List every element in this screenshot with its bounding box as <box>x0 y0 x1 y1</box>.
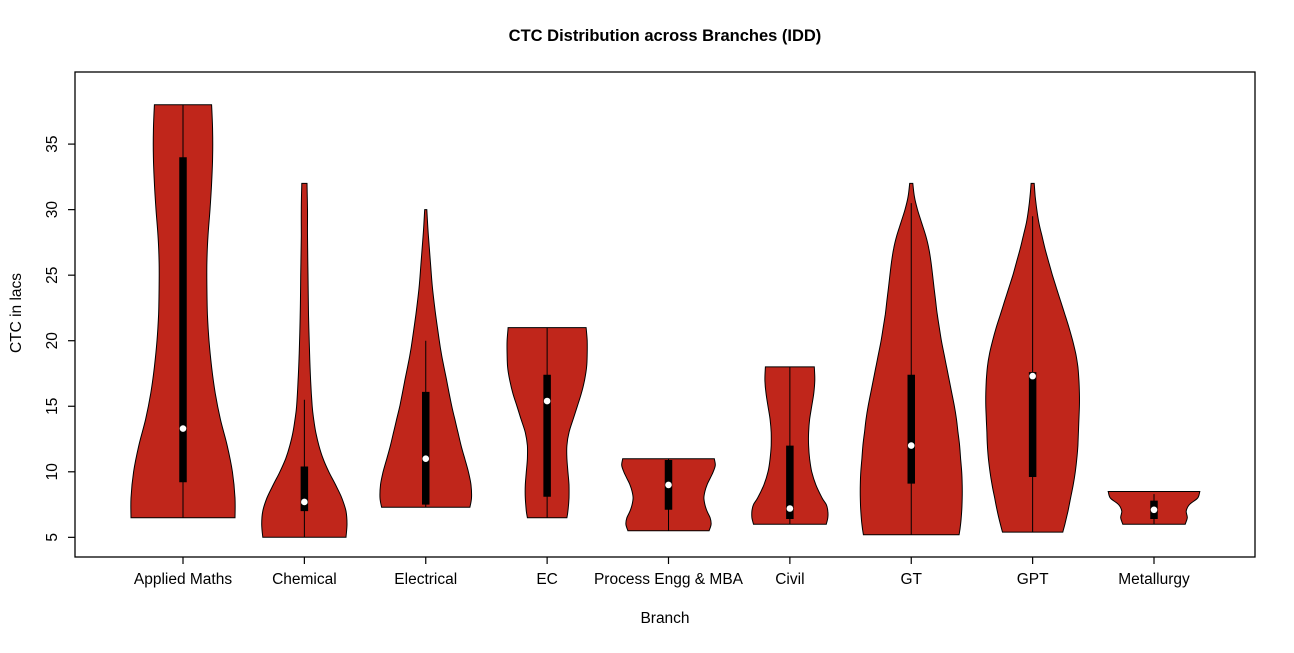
x-tick-label: Metallurgy <box>1118 571 1190 588</box>
median-dot <box>179 425 187 432</box>
median-dot <box>1029 372 1036 380</box>
median-dot <box>786 505 794 512</box>
plot-border <box>74 71 1256 558</box>
y-tick-label: 20 <box>44 332 61 350</box>
violin-applied-maths <box>130 104 236 519</box>
median-dot <box>301 498 308 506</box>
violin-electrical <box>379 209 473 508</box>
y-tick-label: 35 <box>44 135 61 152</box>
violin-process-engg-mba <box>621 458 716 532</box>
violin-gpt <box>985 182 1080 533</box>
violin-gt <box>859 182 963 536</box>
median-dot <box>907 442 915 449</box>
y-tick-label: 15 <box>44 398 61 415</box>
median-dot <box>1150 506 1158 514</box>
y-tick-label: 5 <box>44 533 61 542</box>
x-tick-label: Applied Maths <box>134 571 232 588</box>
x-tick-label: GPT <box>1017 571 1049 588</box>
violin-chemical <box>261 182 348 538</box>
x-tick-label: Electrical <box>394 571 457 588</box>
median-dot <box>543 397 551 405</box>
x-tick-label: Process Engg & MBA <box>594 571 744 588</box>
median-dot <box>665 481 672 489</box>
violin-ec <box>506 327 588 519</box>
y-axis-title: CTC in lacs <box>8 273 25 353</box>
violin-civil <box>751 366 829 525</box>
plot-area: 5 10 15 20 25 30 35 Applied Maths Chemical Electr… <box>44 71 1256 588</box>
x-tick-label: Civil <box>775 571 804 588</box>
x-tick-label: GT <box>900 571 922 588</box>
x-tick-label: Chemical <box>272 571 337 588</box>
y-tick-label: 10 <box>44 463 61 481</box>
y-tick-label: 25 <box>44 267 61 284</box>
chart-title: CTC Distribution across Branches (IDD) <box>509 27 822 45</box>
violin-body <box>261 182 348 538</box>
violin-metallurgy <box>1107 491 1201 525</box>
median-dot <box>422 455 430 462</box>
x-tick-label: EC <box>536 571 558 588</box>
x-axis-title: Branch <box>640 610 689 627</box>
y-tick-label: 30 <box>44 201 61 219</box>
